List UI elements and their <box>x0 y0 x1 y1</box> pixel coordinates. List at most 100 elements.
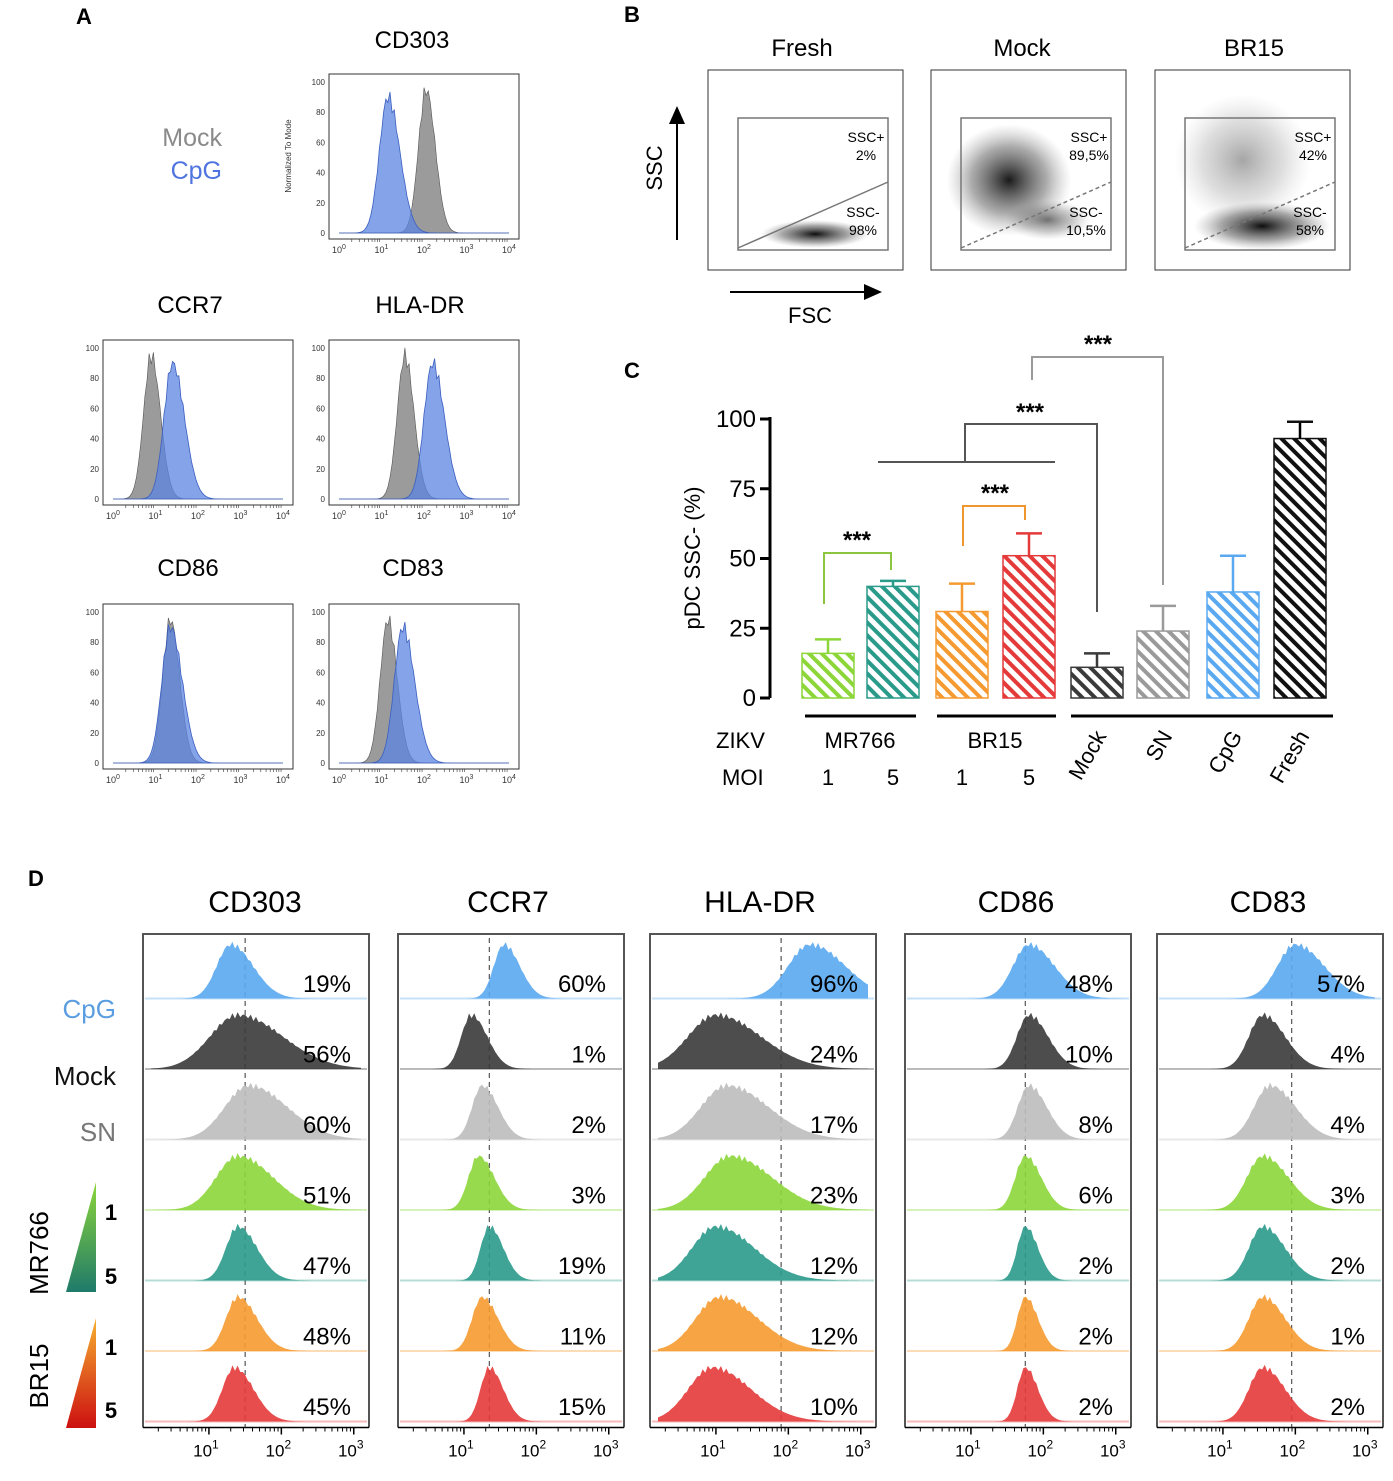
panel-letter-a: A <box>76 4 92 29</box>
y-tick-label: 40 <box>316 699 325 708</box>
percentage-mr766-1: 3% <box>571 1183 606 1210</box>
percentage-mock: 1% <box>571 1042 606 1069</box>
scatter-title-mock: Mock <box>993 35 1051 62</box>
ssc-pos-value: 42% <box>1299 147 1327 163</box>
percentage-cpg: 19% <box>303 971 351 998</box>
x-tick-label: 104 <box>502 510 516 521</box>
density-cloud <box>1174 94 1311 226</box>
x-tick-label: 103 <box>1100 1438 1126 1461</box>
sig-bracket-mock <box>964 423 1098 612</box>
sig-bracket-br15 <box>962 505 1026 546</box>
marker-title-cd83: CD83 <box>1230 886 1307 919</box>
y-tick-label: 100 <box>312 344 326 353</box>
panel-letter-d: D <box>28 866 44 891</box>
ssc-pos-label: SSC+ <box>848 129 885 145</box>
percentage-br15-1: 11% <box>560 1324 606 1351</box>
marker-title-cd303: CD303 <box>208 886 301 919</box>
panel-letter-c: C <box>624 358 640 383</box>
histogram-mr766-5 <box>151 1223 361 1281</box>
x-tick-label: 100 <box>106 774 120 785</box>
percentage-br15-1: 2% <box>1078 1324 1113 1351</box>
marker-title-hla-dr: HLA-DR <box>704 886 816 919</box>
moi-value: 1 <box>822 765 834 790</box>
percentage-mr766-1: 3% <box>1330 1183 1365 1210</box>
percentage-cpg: 96% <box>810 971 858 998</box>
y-tick-label: 100 <box>716 406 756 433</box>
y-axis-label: Normalized To Mode <box>284 119 293 193</box>
y-tick-label: 0 <box>321 495 326 504</box>
x-tick-exponent: 1 <box>159 774 163 781</box>
x-tick-exponent: 3 <box>864 1438 871 1452</box>
x-tick-exponent: 2 <box>284 1438 291 1452</box>
percentage-cpg: 48% <box>1065 971 1113 998</box>
row-label-cpg: CpG <box>63 994 116 1024</box>
x-tick-label: 101 <box>375 774 389 785</box>
density-cloud <box>1005 200 1091 240</box>
bar-br15-5 <box>1002 554 1056 699</box>
y-tick-label: 60 <box>316 138 325 147</box>
percentage-sn: 60% <box>303 1112 351 1139</box>
x-tick-label: 101 <box>375 510 389 521</box>
histogram-br15-5 <box>913 1367 1123 1422</box>
histogram-cpg <box>913 942 1123 999</box>
gate-box <box>1184 117 1336 251</box>
histogram-frame <box>328 603 520 770</box>
y-tick-label: 100 <box>86 608 100 617</box>
marker-title-cd86: CD86 <box>978 886 1055 919</box>
x-tick-exponent: 2 <box>1046 1438 1053 1452</box>
x-tick-exponent: 1 <box>1226 1438 1233 1452</box>
x-tick-exponent: 4 <box>286 774 290 781</box>
percentage-br15-1: 1% <box>1330 1324 1365 1351</box>
y-tick-label: 20 <box>316 729 325 738</box>
percentage-mock: 56% <box>303 1042 351 1069</box>
moi-gradient-triangle-br15 <box>66 1318 96 1428</box>
percentage-br15-1: 48% <box>303 1324 351 1351</box>
ssc-pos-label: SSC+ <box>1295 129 1332 145</box>
x-tick-exponent: 4 <box>512 774 516 781</box>
x-tick-exponent: 3 <box>244 774 248 781</box>
histogram-title-cd86: CD86 <box>157 555 218 582</box>
category-label-cpg: CpG <box>1203 726 1247 778</box>
histogram-mr766-5 <box>406 1225 616 1281</box>
cpg-histogram <box>339 622 509 764</box>
histogram-br15-5 <box>406 1366 616 1422</box>
histogram-title-hla-dr: HLA-DR <box>375 292 464 319</box>
histogram-frame <box>397 933 625 1428</box>
y-tick-label: 100 <box>312 78 326 87</box>
x-tick-label: 102 <box>1280 1438 1306 1461</box>
x-tick-exponent: 1 <box>385 244 389 251</box>
fsc-arrow-icon <box>864 284 882 300</box>
percentage-br15-5: 45% <box>303 1394 351 1421</box>
x-tick-exponent: 3 <box>357 1438 364 1452</box>
sig-label: *** <box>1016 399 1045 426</box>
y-tick-label: 80 <box>316 638 325 647</box>
histogram-mr766-1 <box>151 1153 361 1210</box>
percentage-mock: 4% <box>1330 1042 1365 1069</box>
histogram-cpg <box>151 941 361 999</box>
moi-row-label: MOI <box>722 765 764 790</box>
density-cloud <box>1194 202 1331 250</box>
x-tick-label: 102 <box>417 774 431 785</box>
x-tick-label: 103 <box>845 1438 871 1461</box>
histogram-cpg <box>406 942 616 999</box>
x-tick-label: 102 <box>521 1438 547 1461</box>
sig-bracket-mr766 <box>823 552 892 604</box>
y-tick-label: 60 <box>90 668 99 677</box>
ssc-axis-label: SSC <box>642 145 667 190</box>
y-tick-label: 40 <box>316 435 325 444</box>
percentage-sn: 4% <box>1330 1112 1365 1139</box>
percentage-sn: 17% <box>810 1112 858 1139</box>
cpg-histogram <box>339 91 509 234</box>
histogram-br15-1 <box>1165 1294 1375 1351</box>
y-tick-label: 20 <box>90 465 99 474</box>
percentage-mr766-5: 19% <box>558 1253 606 1280</box>
moi-label: 1 <box>105 1200 117 1225</box>
histogram-br15-1 <box>658 1294 868 1351</box>
x-tick-exponent: 1 <box>159 510 163 517</box>
x-tick-exponent: 3 <box>470 510 474 517</box>
y-tick-label: 40 <box>316 169 325 178</box>
histogram-mock <box>1165 1012 1375 1069</box>
histogram-cpg <box>658 942 868 999</box>
